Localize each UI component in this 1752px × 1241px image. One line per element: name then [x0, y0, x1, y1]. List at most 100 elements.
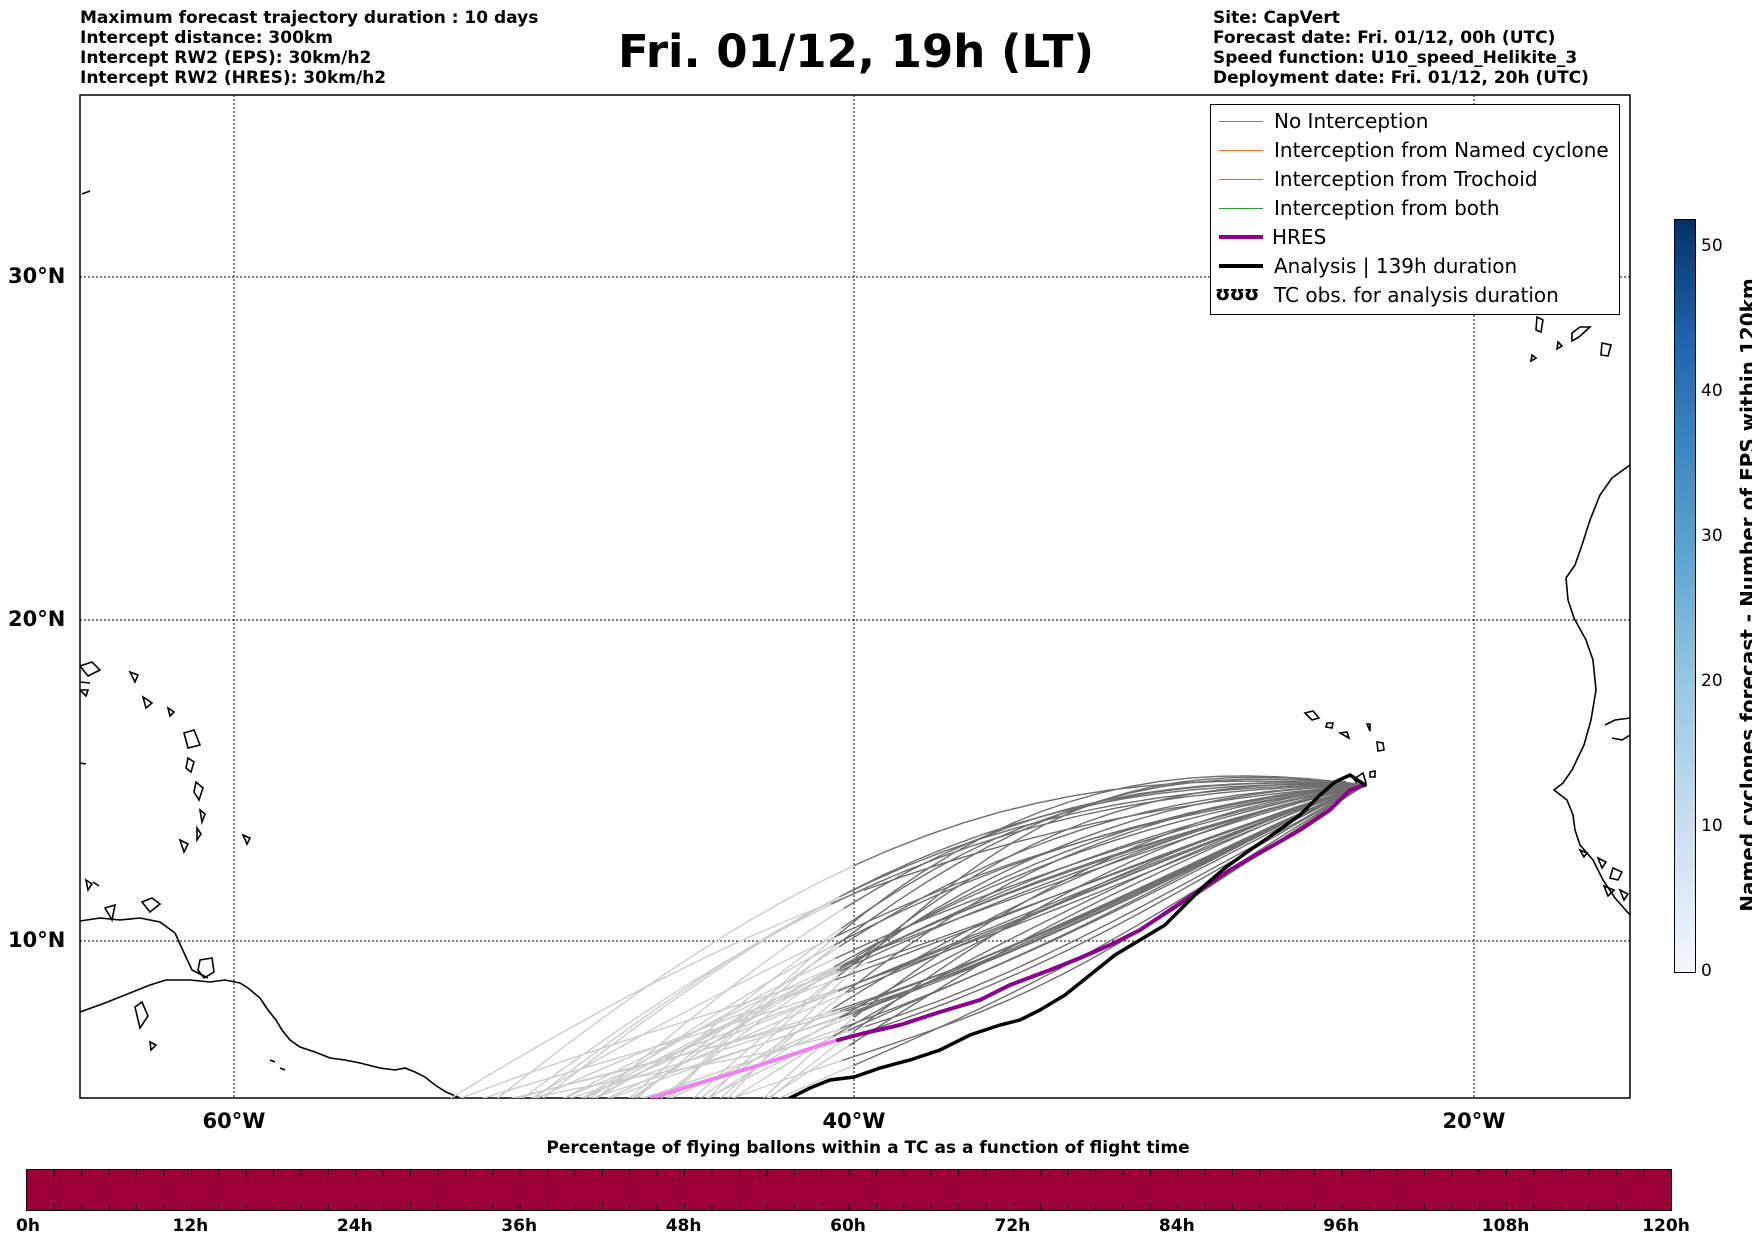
legend-swatch	[1219, 264, 1263, 268]
ensemble-member-near	[835, 784, 1366, 960]
gridlines	[80, 95, 1630, 1098]
ensemble-member-far	[766, 1045, 850, 1098]
legend-trochoid: Interception from Trochoid	[1211, 165, 1619, 194]
ensemble-member-far	[705, 1029, 849, 1098]
ensemble-member-far	[530, 936, 836, 1098]
ensemble-member-far	[708, 1017, 840, 1098]
flight-time-tick: 12h	[172, 1216, 209, 1236]
eps-colorbar-tick: 30	[1701, 526, 1723, 546]
legend-named-cyclone: Interception from Named cyclone	[1211, 136, 1619, 165]
legend-no-interception: No Interception	[1211, 107, 1619, 136]
flight-time-tick: 72h	[994, 1216, 1031, 1236]
ensemble-trajectories-far	[449, 864, 868, 1098]
colorbar-minor-ticks	[53, 1170, 1644, 1210]
legend-hres: HRES	[1211, 223, 1619, 252]
info-speed-function: Speed function: U10_speed_Helikite_3	[1213, 48, 1578, 68]
trinidad	[197, 957, 215, 980]
param-intercept-distance: Intercept distance: 300km	[80, 28, 333, 48]
forecast-parameters: Maximum forecast trajectory duration : 1…	[80, 8, 538, 88]
ensemble-member-far	[666, 936, 836, 1098]
ensemble-member-near	[833, 784, 1366, 946]
ensemble-member-near	[853, 784, 1366, 1033]
flight-time-tick: 60h	[830, 1216, 866, 1236]
ensemble-member-far	[699, 1008, 834, 1098]
coastline-africa-islands	[1578, 848, 1630, 902]
flight-time-tick: 0h	[16, 1216, 40, 1236]
ensemble-member-near	[839, 784, 1366, 1019]
ensemble-member-far	[580, 990, 839, 1098]
ensemble-member-far	[777, 1064, 855, 1098]
ensemble-member-far	[630, 970, 837, 1098]
ensemble-member-near	[854, 784, 1366, 1018]
ensemble-member-near	[831, 784, 1366, 1044]
eps-colorbar-tick: 50	[1701, 236, 1723, 256]
ensemble-member-far	[563, 982, 858, 1098]
lesser-antilles	[80, 661, 252, 1052]
param-intercept-eps: Intercept RW2 (EPS): 30km/h2	[80, 48, 372, 68]
canary-islands	[1529, 315, 1612, 363]
legend-label: Analysis | 139h duration	[1274, 254, 1518, 278]
ensemble-member-near	[847, 784, 1366, 1031]
flight-time-tick: 36h	[501, 1216, 538, 1236]
legend-both: Interception from both	[1211, 194, 1619, 223]
legend-swatch	[1219, 179, 1263, 180]
ensemble-member-far	[588, 944, 835, 1098]
eps-colorbar-label: Named cyclones forecast - Number of EPS …	[1736, 278, 1752, 912]
ensemble-member-near	[847, 783, 1366, 894]
venezuela-coast	[80, 917, 209, 979]
eps-colorbar-tick: 0	[1701, 961, 1712, 981]
flight-time-caption: Percentage of flying ballons within a TC…	[546, 1138, 1190, 1158]
eps-colorbar-tick: 40	[1701, 381, 1723, 401]
legend-label: Interception from both	[1274, 196, 1500, 220]
ensemble-member-far	[595, 970, 841, 1098]
flight-time-tick: 24h	[336, 1216, 373, 1236]
ensemble-member-far	[668, 942, 840, 1098]
legend-label: HRES	[1272, 225, 1327, 249]
ensemble-member-far	[533, 896, 840, 1098]
lon-tick-20w: 20°W	[1442, 1109, 1506, 1133]
flight-time-tick: 108h	[1481, 1216, 1530, 1236]
ensemble-member-far	[642, 1027, 841, 1098]
coastline-senegal-detail	[1604, 717, 1630, 741]
ensemble-member-far	[459, 962, 868, 1098]
legend-label: Interception from Trochoid	[1274, 167, 1538, 191]
ensemble-member-near	[833, 784, 1366, 968]
ensemble-member-near	[836, 784, 1366, 972]
ensemble-member-near	[854, 784, 1366, 1012]
ensemble-member-far	[731, 1059, 843, 1098]
param-max-duration: Maximum forecast trajectory duration : 1…	[80, 8, 539, 28]
ensemble-member-far	[542, 891, 849, 1098]
ensemble-member-far	[762, 1016, 856, 1098]
lat-tick-30n: 30°N	[8, 264, 66, 288]
flight-time-tick: 96h	[1323, 1216, 1360, 1236]
flight-time-tick: 84h	[1158, 1216, 1195, 1236]
ensemble-member-near	[864, 784, 1366, 1028]
lat-tick-10n: 10°N	[8, 928, 66, 952]
coastline-africa	[1552, 464, 1630, 916]
ensemble-member-far	[768, 1031, 855, 1098]
ensemble-member-near	[853, 780, 1366, 867]
ensemble-member-near	[834, 775, 1366, 938]
ensemble-member-near	[832, 784, 1366, 1037]
legend-label: TC obs. for analysis duration	[1274, 283, 1559, 307]
eps-colorbar-tick: 10	[1701, 816, 1723, 836]
ensemble-member-near	[838, 784, 1366, 948]
lon-tick-40w: 40°W	[822, 1109, 886, 1133]
info-site: Site: CapVert	[1213, 8, 1340, 28]
flight-time-tick: 48h	[665, 1216, 702, 1236]
ensemble-member-far	[692, 967, 849, 1098]
legend-label: Interception from Named cyclone	[1274, 138, 1609, 162]
lat-tick-20n: 20°N	[8, 607, 66, 631]
legend-swatch	[1219, 121, 1263, 122]
ensemble-trajectories-near	[831, 775, 1366, 1066]
ensemble-member-far	[636, 946, 840, 1098]
hres-trajectory	[836, 783, 1367, 1042]
page-title: Fri. 01/12, 19h (LT)	[617, 25, 1095, 78]
legend-swatch	[1219, 150, 1263, 151]
legend-tc-obs: ʊʊʊ TC obs. for analysis duration	[1211, 281, 1619, 310]
legend-swatch	[1219, 208, 1263, 209]
ensemble-member-far	[707, 975, 839, 1098]
info-deployment-date: Deployment date: Fri. 01/12, 20h (UTC)	[1213, 68, 1589, 88]
eps-colorbar-tick: 20	[1701, 671, 1723, 691]
